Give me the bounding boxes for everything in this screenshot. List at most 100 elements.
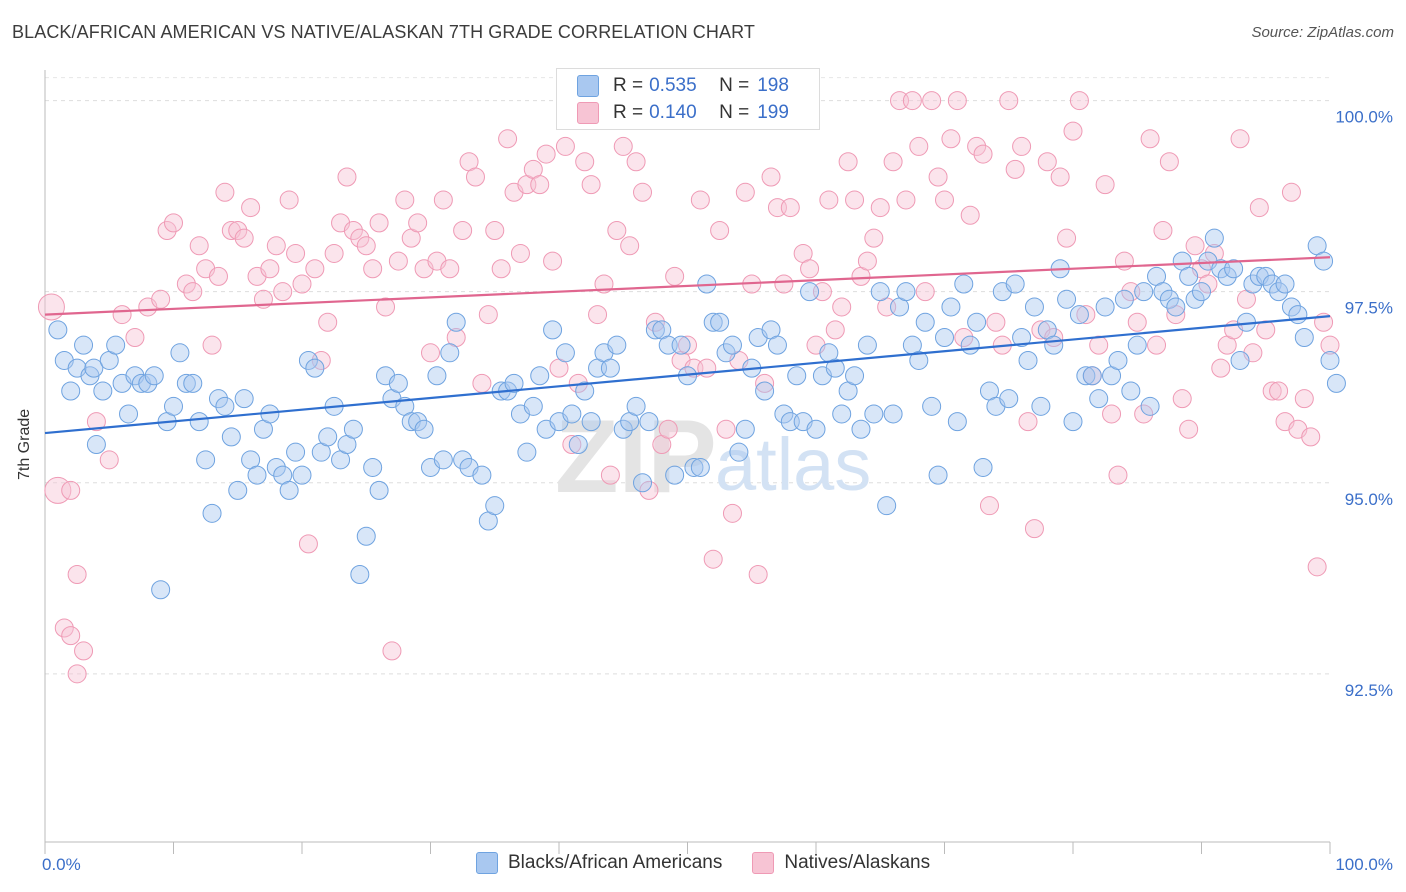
data-point-natives	[305, 259, 325, 279]
data-point-blacks	[61, 381, 81, 401]
data-point-natives	[600, 465, 620, 485]
data-point-blacks	[189, 412, 209, 432]
data-point-blacks	[941, 297, 961, 317]
data-point-blacks	[832, 404, 852, 424]
data-point-natives	[928, 167, 948, 187]
data-point-blacks	[1089, 389, 1109, 409]
data-point-blacks	[1134, 282, 1154, 302]
data-point-blacks	[1204, 228, 1224, 248]
data-point-blacks	[883, 404, 903, 424]
data-point-blacks	[84, 358, 104, 378]
data-point-natives	[870, 198, 890, 218]
data-point-natives	[748, 564, 768, 584]
y-tick-label: 97.5%	[1345, 299, 1393, 318]
data-point-blacks	[523, 396, 543, 416]
data-point-natives	[947, 91, 967, 111]
data-point-natives	[54, 618, 74, 638]
data-point-blacks	[93, 381, 113, 401]
data-point-natives	[1127, 312, 1147, 332]
n-value: 198	[757, 75, 789, 96]
data-point-blacks	[408, 412, 428, 432]
data-point-natives	[581, 175, 601, 195]
data-point-natives	[164, 213, 183, 233]
data-point-natives	[1147, 335, 1167, 355]
data-point-natives	[369, 213, 389, 233]
data-point-blacks	[433, 450, 453, 470]
x-tick-label: 0.0%	[42, 855, 81, 874]
data-point-blacks	[703, 312, 723, 332]
data-point-natives	[234, 228, 254, 248]
data-point-blacks	[1024, 297, 1044, 317]
data-point-blacks	[1320, 350, 1340, 370]
data-point-blacks	[1217, 266, 1237, 286]
data-point-natives	[408, 213, 428, 233]
data-point-blacks	[800, 282, 820, 302]
stats-legend: R = 0.535 N = 198 R = 0.140 N = 199	[556, 68, 820, 130]
data-point-blacks	[1095, 297, 1115, 317]
data-point-natives	[845, 190, 865, 210]
stats-row-blacks: R = 0.535 N = 198	[577, 74, 789, 98]
data-point-natives	[1230, 129, 1250, 149]
data-point-natives	[543, 251, 563, 271]
data-point-blacks	[517, 442, 537, 462]
data-point-natives	[273, 282, 293, 302]
data-point-blacks	[1114, 289, 1134, 309]
data-point-blacks	[774, 404, 794, 424]
data-point-blacks	[369, 480, 389, 500]
source-credit: Source: ZipAtlas.com	[1251, 24, 1394, 41]
data-point-natives	[324, 243, 344, 263]
data-point-blacks	[722, 335, 742, 355]
data-point-blacks	[343, 419, 363, 439]
data-point-natives	[1108, 465, 1128, 485]
data-point-natives	[703, 549, 723, 569]
data-point-natives	[722, 503, 742, 523]
data-point-natives	[1076, 305, 1096, 325]
data-point-natives	[208, 266, 228, 286]
data-point-blacks	[555, 343, 575, 363]
watermark-zip: ZIP	[555, 399, 717, 515]
data-point-blacks	[1012, 328, 1032, 348]
data-point-blacks	[363, 457, 383, 477]
data-point-blacks	[170, 343, 190, 363]
legend-item-blacks[interactable]: Blacks/African Americans	[476, 852, 722, 874]
data-point-blacks	[1005, 274, 1025, 294]
x-tick-label: 100.0%	[1335, 855, 1393, 874]
data-point-blacks	[973, 457, 993, 477]
r-label: R =	[613, 75, 644, 96]
data-point-blacks	[864, 404, 884, 424]
data-point-blacks	[247, 465, 267, 485]
data-point-natives	[74, 641, 94, 661]
data-point-natives	[86, 412, 106, 432]
data-point-blacks	[710, 312, 730, 332]
pink-swatch	[752, 852, 775, 874]
data-point-blacks	[870, 282, 890, 302]
data-point-blacks	[183, 373, 203, 393]
data-point-natives	[215, 182, 235, 202]
data-point-blacks	[427, 366, 447, 386]
data-point-natives	[1037, 152, 1057, 172]
data-point-natives	[626, 152, 646, 172]
data-point-natives	[350, 228, 370, 248]
trend-line-natives	[44, 256, 1331, 316]
data-point-natives	[465, 167, 485, 187]
y-tick-label: 95.0%	[1345, 490, 1393, 509]
data-point-blacks	[999, 389, 1019, 409]
data-point-blacks	[967, 312, 987, 332]
legend-item-natives[interactable]: Natives/Alaskans	[752, 852, 930, 874]
data-point-blacks	[1288, 305, 1308, 325]
data-point-natives	[755, 373, 775, 393]
data-point-blacks	[208, 389, 228, 409]
data-point-blacks	[825, 358, 845, 378]
data-point-natives	[1198, 274, 1218, 294]
data-point-blacks	[922, 396, 942, 416]
data-point-natives	[825, 320, 845, 340]
data-point-natives	[356, 236, 376, 256]
data-point-natives	[1159, 152, 1179, 172]
data-point-blacks	[1326, 373, 1346, 393]
data-point-natives	[761, 167, 781, 187]
data-point-natives	[1057, 228, 1077, 248]
data-point-natives	[716, 419, 736, 439]
data-point-natives	[819, 190, 839, 210]
data-point-blacks	[234, 389, 254, 409]
data-point-blacks	[485, 496, 505, 516]
